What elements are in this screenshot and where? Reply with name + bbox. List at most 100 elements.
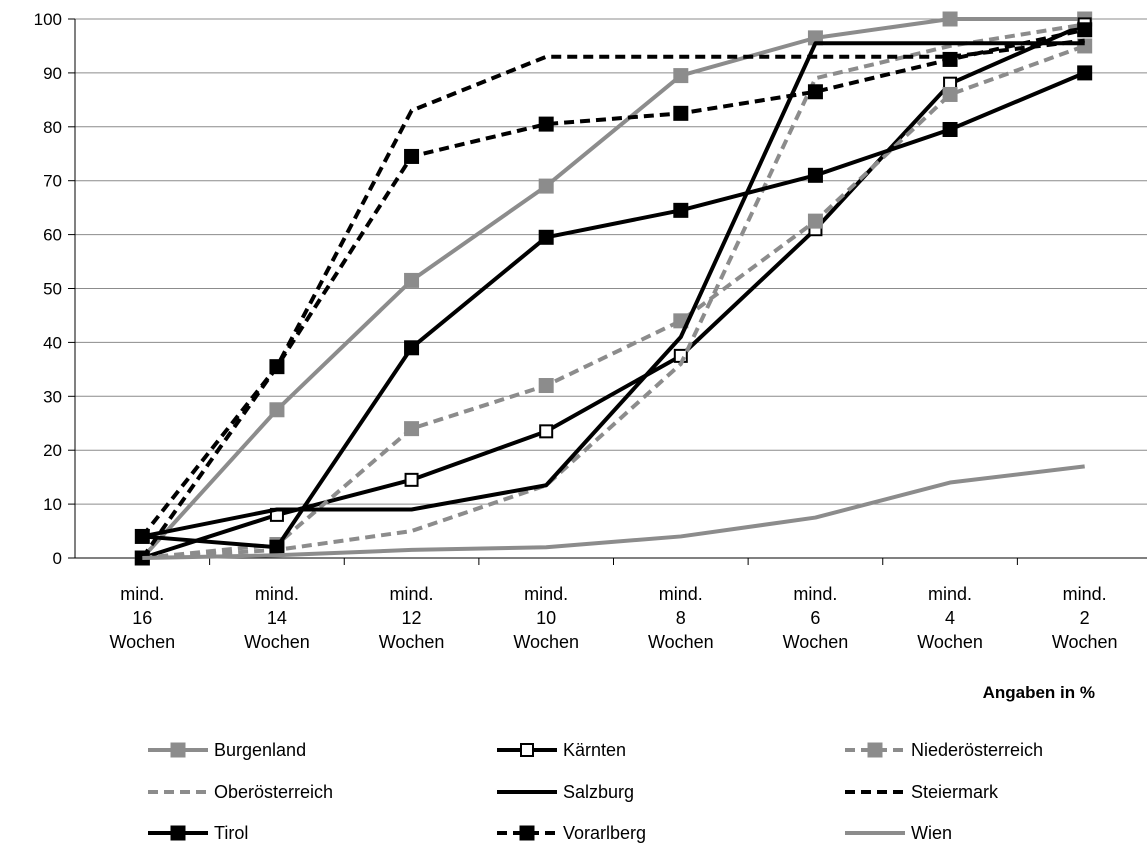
series: [142, 22, 1086, 560]
legend-item: Burgenland: [148, 740, 306, 760]
legend-label: Kärnten: [563, 740, 626, 760]
gridlines: [75, 18, 1147, 505]
series-line: [142, 71, 1086, 550]
legend-label: Vorarlberg: [563, 823, 646, 843]
data-point: [538, 178, 554, 194]
unit-note: Angaben in %: [983, 683, 1095, 702]
series-line: [141, 41, 1085, 539]
legend-item: Tirol: [148, 823, 248, 843]
x-tick-label: Wochen: [648, 632, 714, 652]
data-point: [942, 11, 958, 27]
x-tick-label: mind.: [524, 584, 568, 604]
x-tick-label: Wochen: [513, 632, 579, 652]
data-point: [1077, 22, 1093, 38]
data-point: [673, 202, 689, 218]
y-tick-label: 50: [43, 280, 62, 299]
x-tick-label: Wochen: [1052, 632, 1118, 652]
y-tick-label: 40: [43, 333, 62, 352]
legend-item: Vorarlberg: [497, 823, 646, 843]
y-tick-label: 10: [43, 495, 62, 514]
data-point: [538, 229, 554, 245]
data-point: [520, 743, 534, 757]
x-tick-label: 10: [536, 608, 556, 628]
x-tick-label: mind.: [390, 584, 434, 604]
data-point: [134, 528, 150, 544]
x-tick-label: 4: [945, 608, 955, 628]
data-point: [942, 86, 958, 102]
y-tick-label: 70: [43, 172, 62, 191]
data-point: [1077, 65, 1093, 81]
series: [142, 464, 1085, 560]
data-point: [269, 539, 285, 555]
data-point: [170, 742, 186, 758]
legend: Burgenland Kärnten Niederösterreich Oberöst…: [148, 740, 1043, 843]
x-tick-label: mind.: [1063, 584, 1107, 604]
x-tick-label: mind.: [659, 584, 703, 604]
x-tick-label: 8: [676, 608, 686, 628]
data-point: [538, 378, 554, 394]
legend-item: Oberösterreich: [148, 782, 333, 802]
series-line: [140, 38, 1085, 538]
legend-label: Niederösterreich: [911, 740, 1043, 760]
legend-label: Wien: [911, 823, 952, 843]
legend-item: Kärnten: [497, 740, 626, 760]
axes: [68, 18, 1147, 565]
data-point: [807, 167, 823, 183]
series: [134, 65, 1093, 555]
y-tick-labels: 0 10 20 30 40 50 60 70 80 90 100: [34, 10, 62, 568]
x-tick-labels: mind. 16 Wochen mind. 14 Wochen mind. 12 Wochen m…: [109, 584, 1117, 652]
series-line: [141, 22, 1086, 560]
x-tick-label: mind.: [928, 584, 972, 604]
data-point: [404, 421, 420, 437]
legend-label: Burgenland: [214, 740, 306, 760]
x-tick-label: 2: [1080, 608, 1090, 628]
series: [140, 38, 1085, 538]
y-tick-label: 80: [43, 118, 62, 137]
x-tick-label: 16: [132, 608, 152, 628]
x-tick-label: Wochen: [244, 632, 310, 652]
legend-label: Tirol: [214, 823, 248, 843]
data-point: [404, 272, 420, 288]
x-tick-label: Wochen: [379, 632, 445, 652]
series: [134, 22, 1093, 566]
x-tick-label: mind.: [793, 584, 837, 604]
x-tick-label: 12: [402, 608, 422, 628]
y-tick-label: 30: [43, 387, 62, 406]
data-point: [519, 825, 535, 841]
data-point: [538, 116, 554, 132]
legend-label: Oberösterreich: [214, 782, 333, 802]
data-point: [673, 105, 689, 121]
x-tick-label: Wochen: [109, 632, 175, 652]
x-tick-label: 14: [267, 608, 287, 628]
legend-item: Wien: [845, 823, 952, 843]
series: [141, 41, 1085, 539]
series: [134, 11, 1093, 566]
x-tick-label: mind.: [255, 584, 299, 604]
data-point: [807, 84, 823, 100]
data-point: [942, 121, 958, 137]
data-point: [539, 424, 554, 439]
legend-label: Steiermark: [911, 782, 999, 802]
x-tick-label: Wochen: [917, 632, 983, 652]
legend-item: Salzburg: [497, 782, 634, 802]
series-lines: [134, 11, 1093, 566]
legend-item: Steiermark: [845, 782, 999, 802]
series-line: [142, 44, 1086, 560]
data-point: [404, 148, 420, 164]
series-line: [142, 22, 1086, 560]
legend-label: Salzburg: [563, 782, 634, 802]
x-tick-label: Wochen: [783, 632, 849, 652]
data-point: [170, 825, 186, 841]
y-tick-label: 20: [43, 441, 62, 460]
data-point: [404, 472, 419, 487]
data-point: [807, 213, 823, 229]
y-tick-label: 90: [43, 64, 62, 83]
x-tick-label: mind.: [120, 584, 164, 604]
y-tick-label: 0: [53, 549, 62, 568]
y-tick-label: 60: [43, 226, 62, 245]
data-point: [404, 340, 420, 356]
data-point: [867, 742, 883, 758]
data-point: [673, 68, 689, 84]
x-tick-label: 6: [810, 608, 820, 628]
